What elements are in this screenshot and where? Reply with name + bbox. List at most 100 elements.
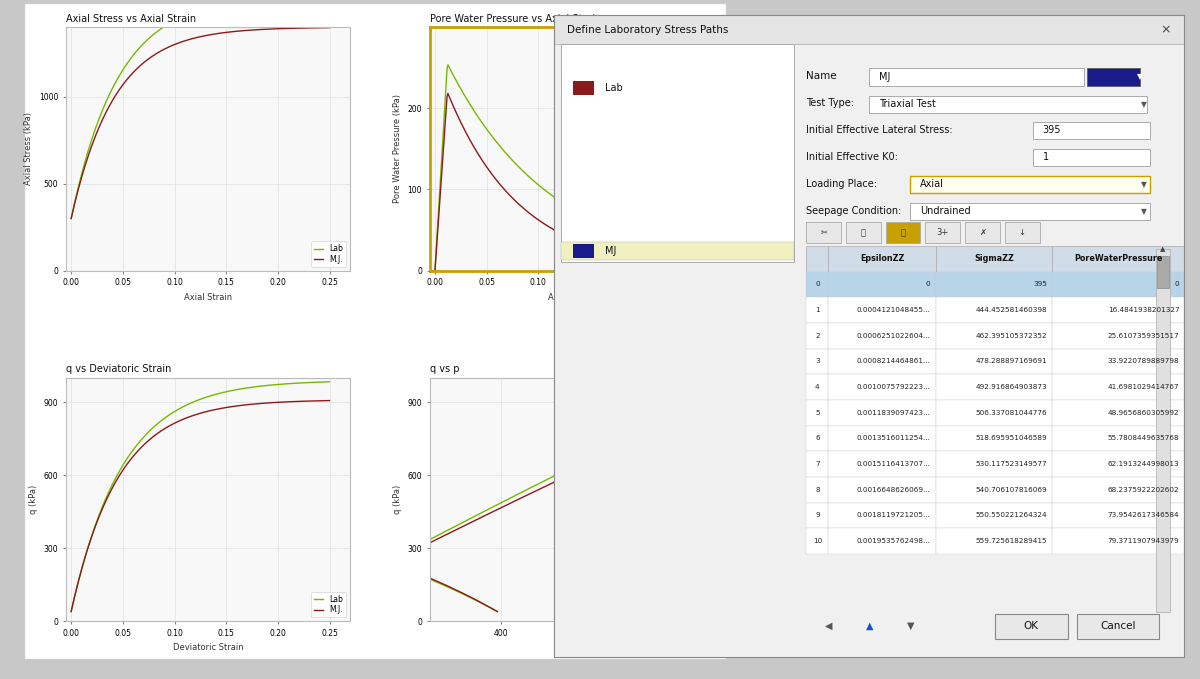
Lab bbox=[582, 215, 596, 223]
FancyBboxPatch shape bbox=[1004, 222, 1039, 242]
FancyBboxPatch shape bbox=[574, 244, 594, 258]
FancyBboxPatch shape bbox=[936, 297, 1052, 323]
FancyBboxPatch shape bbox=[1078, 614, 1159, 639]
Text: Name: Name bbox=[806, 71, 838, 81]
FancyBboxPatch shape bbox=[806, 400, 828, 426]
Line: Lab: Lab bbox=[71, 0, 330, 219]
FancyBboxPatch shape bbox=[936, 502, 1052, 528]
Text: 478.288897169691: 478.288897169691 bbox=[976, 359, 1048, 365]
Text: ◀: ◀ bbox=[824, 621, 833, 631]
M.J. bbox=[582, 241, 596, 249]
M.J. bbox=[217, 29, 232, 37]
Text: SigmaZZ: SigmaZZ bbox=[974, 254, 1014, 263]
FancyBboxPatch shape bbox=[828, 374, 936, 400]
Text: 68.2375922202602: 68.2375922202602 bbox=[1108, 487, 1180, 493]
FancyBboxPatch shape bbox=[828, 348, 936, 374]
M.J. bbox=[721, 403, 736, 411]
Lab bbox=[282, 380, 296, 388]
FancyBboxPatch shape bbox=[936, 348, 1052, 374]
M.J. bbox=[440, 90, 455, 98]
FancyBboxPatch shape bbox=[806, 222, 841, 242]
FancyBboxPatch shape bbox=[806, 348, 828, 374]
Text: Pore Water Pressure vs Axial Strain: Pore Water Pressure vs Axial Strain bbox=[430, 14, 601, 24]
Text: 0: 0 bbox=[815, 281, 820, 287]
FancyBboxPatch shape bbox=[1052, 452, 1184, 477]
FancyBboxPatch shape bbox=[886, 222, 920, 242]
FancyBboxPatch shape bbox=[965, 222, 1000, 242]
Text: 559.725618289415: 559.725618289415 bbox=[976, 538, 1048, 544]
Lab bbox=[587, 217, 601, 225]
Lab bbox=[582, 214, 596, 222]
Text: 7: 7 bbox=[815, 461, 820, 467]
Text: 444.452581460398: 444.452581460398 bbox=[976, 307, 1048, 313]
Lab bbox=[323, 0, 337, 1]
Text: 0.0010075792223...: 0.0010075792223... bbox=[857, 384, 930, 390]
Text: ▲: ▲ bbox=[865, 621, 874, 631]
FancyBboxPatch shape bbox=[806, 426, 828, 452]
M.J. bbox=[64, 608, 78, 616]
Lab bbox=[428, 252, 443, 260]
Text: MJ: MJ bbox=[605, 246, 616, 256]
Text: 0.0015116413707...: 0.0015116413707... bbox=[857, 461, 930, 467]
FancyBboxPatch shape bbox=[806, 297, 828, 323]
FancyBboxPatch shape bbox=[1052, 400, 1184, 426]
FancyBboxPatch shape bbox=[806, 272, 828, 297]
FancyBboxPatch shape bbox=[574, 81, 594, 95]
M.J. bbox=[686, 261, 701, 269]
M.J. bbox=[222, 403, 236, 411]
Text: 3+: 3+ bbox=[937, 228, 949, 237]
Text: 5: 5 bbox=[815, 409, 820, 416]
Lab bbox=[775, 378, 790, 386]
Text: EpsilonZZ: EpsilonZZ bbox=[860, 254, 904, 263]
FancyBboxPatch shape bbox=[828, 400, 936, 426]
FancyBboxPatch shape bbox=[936, 374, 1052, 400]
FancyBboxPatch shape bbox=[1052, 323, 1184, 348]
Lab bbox=[298, 379, 312, 387]
Lab bbox=[217, 388, 232, 397]
M.J. bbox=[739, 398, 754, 406]
FancyBboxPatch shape bbox=[828, 323, 936, 348]
FancyBboxPatch shape bbox=[1156, 249, 1170, 612]
Lab bbox=[217, 1, 232, 9]
Text: 518.695951046589: 518.695951046589 bbox=[976, 435, 1048, 441]
M.J. bbox=[282, 398, 296, 406]
Text: Lab: Lab bbox=[605, 83, 623, 93]
Line: Lab: Lab bbox=[71, 382, 330, 612]
Lab bbox=[217, 0, 232, 8]
FancyBboxPatch shape bbox=[560, 242, 794, 260]
FancyBboxPatch shape bbox=[911, 203, 1150, 220]
FancyBboxPatch shape bbox=[925, 222, 960, 242]
Text: 55.7808449635768: 55.7808449635768 bbox=[1108, 435, 1180, 441]
Text: 🔒: 🔒 bbox=[901, 228, 906, 237]
Text: 0.0004121048455...: 0.0004121048455... bbox=[857, 307, 930, 313]
Text: q vs p: q vs p bbox=[430, 364, 460, 374]
Text: 492.916864903873: 492.916864903873 bbox=[976, 384, 1048, 390]
Text: Axial Stress vs Axial Strain: Axial Stress vs Axial Strain bbox=[66, 14, 196, 24]
Text: 48.9656860305992: 48.9656860305992 bbox=[1108, 409, 1180, 416]
Text: ▲: ▲ bbox=[1160, 246, 1165, 252]
Lab bbox=[427, 267, 442, 275]
X-axis label: Axial Strain: Axial Strain bbox=[548, 293, 596, 302]
Lab bbox=[282, 0, 296, 2]
FancyBboxPatch shape bbox=[828, 477, 936, 502]
Legend: Lab, M.J.: Lab, M.J. bbox=[674, 31, 710, 56]
FancyBboxPatch shape bbox=[1157, 255, 1169, 288]
Text: 1: 1 bbox=[1043, 152, 1049, 162]
Line: Lab: Lab bbox=[389, 382, 782, 612]
FancyBboxPatch shape bbox=[936, 323, 1052, 348]
M.J. bbox=[484, 604, 498, 612]
Text: 1: 1 bbox=[815, 307, 820, 313]
Text: 550.550221264324: 550.550221264324 bbox=[976, 513, 1048, 519]
Text: OK: OK bbox=[1024, 621, 1039, 631]
FancyBboxPatch shape bbox=[846, 222, 881, 242]
M.J. bbox=[427, 267, 442, 275]
M.J. bbox=[490, 608, 504, 616]
FancyBboxPatch shape bbox=[828, 297, 936, 323]
FancyBboxPatch shape bbox=[936, 452, 1052, 477]
Text: 462.395105372352: 462.395105372352 bbox=[976, 333, 1048, 339]
Text: 33.9220789889798: 33.9220789889798 bbox=[1108, 359, 1180, 365]
Text: ▼: ▼ bbox=[1140, 100, 1146, 109]
Text: ▼: ▼ bbox=[907, 621, 914, 631]
Lab bbox=[64, 608, 78, 616]
Lab bbox=[736, 388, 750, 396]
